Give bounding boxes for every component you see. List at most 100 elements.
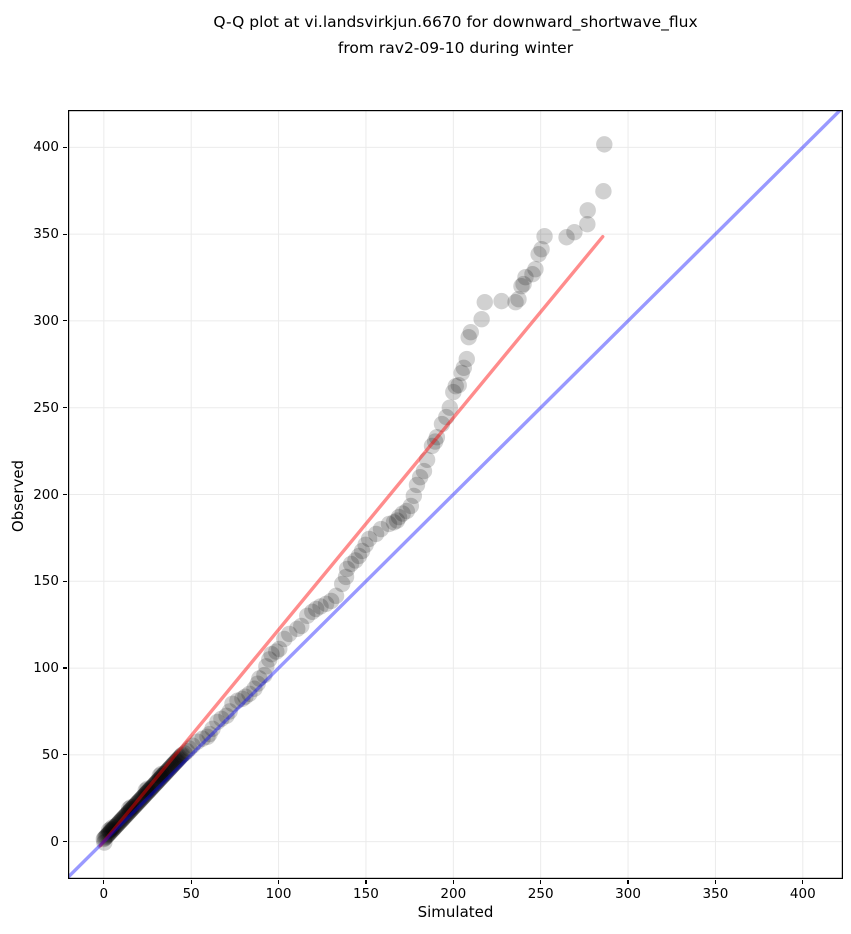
- scatter-point: [402, 497, 420, 515]
- axes-spines: [68, 110, 843, 879]
- scatter-point: [100, 822, 118, 839]
- scatter-point: [558, 229, 575, 246]
- scatter-point: [172, 748, 189, 765]
- x-tick-label: 150: [353, 886, 379, 902]
- scatter-point: [122, 801, 140, 819]
- x-tick-mark: [627, 880, 629, 884]
- scatter-point: [168, 753, 185, 770]
- scatter-point: [108, 816, 126, 834]
- scatter-point: [460, 329, 477, 346]
- scatter-point: [423, 437, 441, 455]
- scatter-point: [169, 751, 187, 768]
- scatter-point: [178, 743, 196, 760]
- y-tick-label: 300: [33, 312, 59, 329]
- scatter-point: [118, 806, 135, 823]
- scatter-point: [104, 819, 121, 836]
- x-tick-label: 100: [265, 886, 292, 902]
- scatter-point: [129, 794, 147, 811]
- y-tick-mark: [63, 754, 67, 756]
- scatter-point: [189, 733, 206, 750]
- scatter-point: [312, 598, 329, 615]
- scatter-point: [134, 789, 151, 806]
- y-tick-mark: [63, 233, 67, 235]
- scatter-point: [199, 728, 216, 746]
- x-tick-mark: [277, 880, 280, 884]
- x-tick-label: 50: [182, 886, 200, 902]
- scatter-point: [360, 530, 378, 548]
- chart-title-line2: from rav2-09-10 during winter: [337, 39, 574, 57]
- scatter-point: [155, 766, 173, 783]
- scatter-point: [105, 820, 122, 838]
- scatter-point: [163, 757, 181, 775]
- scatter-point: [161, 760, 178, 777]
- scatter-point: [299, 607, 316, 625]
- scatter-point: [385, 514, 403, 531]
- scatter-point: [136, 786, 154, 804]
- scatter-point: [194, 730, 211, 747]
- scatter-point: [271, 640, 288, 658]
- scatter-point: [125, 798, 142, 816]
- scatter-point: [127, 797, 144, 814]
- y-tick-mark: [63, 407, 67, 409]
- scatter-point: [476, 293, 493, 311]
- y-tick-label: 200: [33, 486, 59, 503]
- scatter-point: [515, 275, 532, 293]
- scatter-point: [246, 680, 263, 697]
- scatter-point: [342, 555, 360, 573]
- scatter-point: [145, 777, 162, 794]
- scatter-point: [418, 451, 436, 468]
- y-tick-mark: [63, 146, 67, 148]
- y-axis-label: Observed: [9, 459, 27, 533]
- scatter-point: [171, 749, 189, 766]
- scatter-point: [127, 796, 145, 813]
- scatter-point: [405, 487, 423, 505]
- scatter-point: [160, 761, 177, 778]
- scatter-point: [97, 828, 114, 846]
- scatter-point: [106, 818, 124, 836]
- scatter-point: [327, 587, 345, 605]
- scatter-point: [453, 364, 470, 382]
- scatter-point: [140, 783, 157, 800]
- scatter-point: [251, 670, 268, 687]
- scatter-point: [209, 713, 226, 731]
- scatter-point: [126, 798, 143, 815]
- scatter-point: [380, 515, 398, 533]
- x-tick-label: 400: [789, 886, 816, 902]
- scatter-point: [120, 803, 138, 821]
- plot-area: [68, 110, 843, 879]
- x-tick-mark: [452, 880, 454, 884]
- scatter-point: [124, 799, 141, 817]
- y-tick-label: 400: [33, 139, 59, 156]
- scatter-point: [473, 310, 490, 328]
- scatter-point: [162, 758, 180, 776]
- scatter-point: [276, 630, 293, 648]
- scatter-point: [104, 821, 121, 838]
- scatter-point: [138, 784, 155, 802]
- scatter-point: [221, 703, 238, 720]
- scatter-point: [96, 830, 113, 847]
- scatter-point: [289, 620, 306, 638]
- scatter-point: [119, 805, 136, 822]
- scatter-point: [167, 753, 184, 771]
- scatter-point: [533, 241, 550, 258]
- scatter-point: [110, 814, 127, 832]
- y-tick-mark: [63, 493, 67, 496]
- y-tick-label: 100: [33, 660, 59, 677]
- scatter-point: [137, 785, 154, 803]
- x-tick-label: 200: [440, 886, 467, 902]
- scatter-point: [101, 824, 119, 841]
- scatter-point: [147, 775, 164, 792]
- scatter-point: [121, 802, 139, 820]
- scatter-point: [156, 765, 174, 782]
- scatter-point: [115, 809, 133, 826]
- scatter-point: [131, 792, 148, 809]
- scatter-point: [155, 767, 172, 784]
- scatter-point: [530, 246, 547, 263]
- scatter-point: [513, 277, 530, 295]
- scatter-point: [450, 376, 467, 394]
- scatter-point: [173, 747, 190, 764]
- y-tick-label: 250: [33, 399, 59, 416]
- scatter-point: [337, 568, 355, 586]
- scatter-point: [170, 750, 188, 767]
